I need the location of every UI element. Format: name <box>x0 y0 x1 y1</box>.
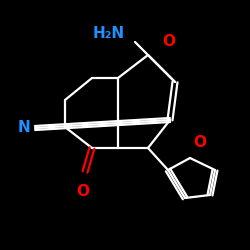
Text: N: N <box>17 120 30 136</box>
Text: O: O <box>76 184 90 199</box>
Text: O: O <box>193 135 206 150</box>
Text: O: O <box>162 34 175 50</box>
Text: H₂N: H₂N <box>93 26 125 42</box>
